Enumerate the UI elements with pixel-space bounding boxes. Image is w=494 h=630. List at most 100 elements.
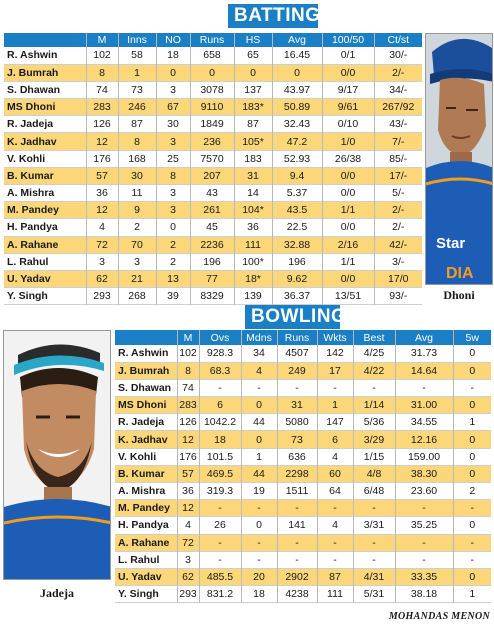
dhoni-portrait-illustration: Star DIA <box>426 34 492 284</box>
stat-cell: 0/0 <box>322 167 375 185</box>
stat-cell: 3078 <box>190 81 235 99</box>
jadeja-portrait-illustration <box>4 331 110 579</box>
player-name: R. Ashwin <box>115 345 178 363</box>
stat-cell: 1/15 <box>353 448 396 466</box>
stat-cell: 1/1 <box>322 253 375 271</box>
batting-table-row: V. Kohli 176 168 25 7570 183 52.93 26/38 85/- <box>4 150 422 168</box>
batting-table-row: U. Yadav 62 21 13 77 18* 9.62 0/0 17/0 <box>4 270 422 288</box>
stat-cell: 139 <box>234 287 273 305</box>
stat-cell: 283 <box>86 98 119 116</box>
stat-cell: 0/0 <box>322 184 375 202</box>
stat-cell: 43 <box>190 184 235 202</box>
stat-cell: 104* <box>234 201 273 219</box>
stat-cell: 12 <box>177 430 200 449</box>
stat-cell: 36 <box>177 482 200 500</box>
stat-cell: 36 <box>234 218 273 237</box>
stat-cell: 93/- <box>374 287 422 305</box>
stat-cell: 33.35 <box>395 568 454 586</box>
player-name: V. Kohli <box>115 448 178 466</box>
stat-cell: 3 <box>156 132 191 151</box>
stat-cell: 1 <box>317 396 354 414</box>
stat-cell: 73 <box>118 81 157 99</box>
stat-cell: 30/- <box>374 47 422 65</box>
stat-cell: 1 <box>453 585 491 603</box>
stat-cell: 12 <box>86 132 119 151</box>
stat-cell: 196 <box>272 253 323 271</box>
bowling-table-row: J. Bumrah 8 68.3 4 249 17 4/22 14.64 0 <box>115 362 491 380</box>
stat-cell: 928.3 <box>199 345 242 363</box>
batting-table-row: J. Bumrah 8 1 0 0 0 0 0/0 2/- <box>4 64 422 82</box>
stat-cell: - <box>453 551 491 569</box>
stat-cell: - <box>317 499 354 517</box>
bowling-table-row: B. Kumar 57 469.5 44 2298 60 4/8 38.30 0 <box>115 465 491 483</box>
batting-table-row: R. Jadeja 126 87 30 1849 87 32.43 0/10 43/- <box>4 115 422 133</box>
stat-cell: 236 <box>190 132 235 151</box>
stat-cell: 141 <box>277 516 318 535</box>
stat-cell: 0/0 <box>322 64 375 82</box>
dhoni-jersey-text: Star <box>436 235 465 252</box>
stat-cell: 176 <box>177 448 200 466</box>
stat-cell: 35.25 <box>395 516 454 535</box>
player-name: L. Rahul <box>115 551 178 569</box>
stat-cell: 319.3 <box>199 482 242 500</box>
stat-cell: 183* <box>234 98 273 116</box>
stat-cell: 0/0 <box>322 218 375 237</box>
stat-cell: - <box>453 499 491 517</box>
stat-cell: 126 <box>177 413 200 431</box>
bowling-column-header: Mdns <box>241 330 278 345</box>
stat-cell: 207 <box>190 167 235 185</box>
stat-cell: 3/31 <box>353 516 396 535</box>
stat-cell: 74 <box>177 379 200 397</box>
batting-column-header: Runs <box>190 33 235 47</box>
stat-cell: 1 <box>241 448 278 466</box>
stat-cell: 64 <box>317 482 354 500</box>
bowling-column-header <box>115 330 178 345</box>
stat-cell: 12 <box>86 201 119 219</box>
stat-cell: 469.5 <box>199 465 242 483</box>
stat-cell: - <box>317 551 354 569</box>
stat-cell: 268 <box>118 287 157 305</box>
stat-cell: 14.64 <box>395 362 454 380</box>
batting-table-row: L. Rahul 3 3 2 196 100* 196 1/1 3/- <box>4 253 422 271</box>
stat-cell: 2236 <box>190 236 235 254</box>
stat-cell: 4 <box>86 218 119 237</box>
stat-cell: 101.5 <box>199 448 242 466</box>
stat-cell: - <box>317 379 354 397</box>
stat-cell: - <box>277 499 318 517</box>
stat-cell: 0/0 <box>322 270 375 288</box>
stat-cell: 31.73 <box>395 345 454 363</box>
stat-cell: 6/48 <box>353 482 396 500</box>
stat-cell: 87 <box>317 568 354 586</box>
player-name: Y. Singh <box>4 287 87 305</box>
batting-body: R. Ashwin 102 58 18 658 65 16.45 0/1 30/- J. Bumr… <box>4 47 422 305</box>
player-name: M. Pandey <box>115 499 178 517</box>
stat-cell: 1 <box>453 413 491 431</box>
stat-cell: 246 <box>118 98 157 116</box>
stat-cell: 100* <box>234 253 273 271</box>
stat-cell: - <box>241 534 278 552</box>
stat-cell: 0 <box>453 430 491 449</box>
bowling-column-header: Wkts <box>317 330 354 345</box>
batting-table-row: A. Mishra 36 11 3 43 14 5.37 0/0 5/- <box>4 184 422 202</box>
stat-cell: 0 <box>453 568 491 586</box>
stat-cell: 25 <box>156 150 191 168</box>
stat-cell: 1/0 <box>322 132 375 151</box>
bowling-table-row: A. Mishra 36 319.3 19 1511 64 6/48 23.60 2 <box>115 482 491 500</box>
stat-cell: 36.37 <box>272 287 323 305</box>
stat-cell: 196 <box>190 253 235 271</box>
player-name: R. Jadeja <box>4 115 87 133</box>
stat-cell: 5/- <box>374 184 422 202</box>
stat-cell: - <box>277 379 318 397</box>
player-name: U. Yadav <box>115 568 178 586</box>
stat-cell: 0 <box>453 345 491 363</box>
stat-cell: 5.37 <box>272 184 323 202</box>
stat-cell: 293 <box>177 585 200 603</box>
stat-cell: 3/29 <box>353 430 396 449</box>
batting-column-header: HS <box>234 33 273 47</box>
batting-title: BATTING <box>228 4 320 28</box>
stat-cell: - <box>395 499 454 517</box>
batting-column-header: M <box>86 33 119 47</box>
dhoni-jersey-text-2: DIA <box>446 265 474 282</box>
stat-cell: - <box>395 379 454 397</box>
stat-cell: - <box>353 499 396 517</box>
